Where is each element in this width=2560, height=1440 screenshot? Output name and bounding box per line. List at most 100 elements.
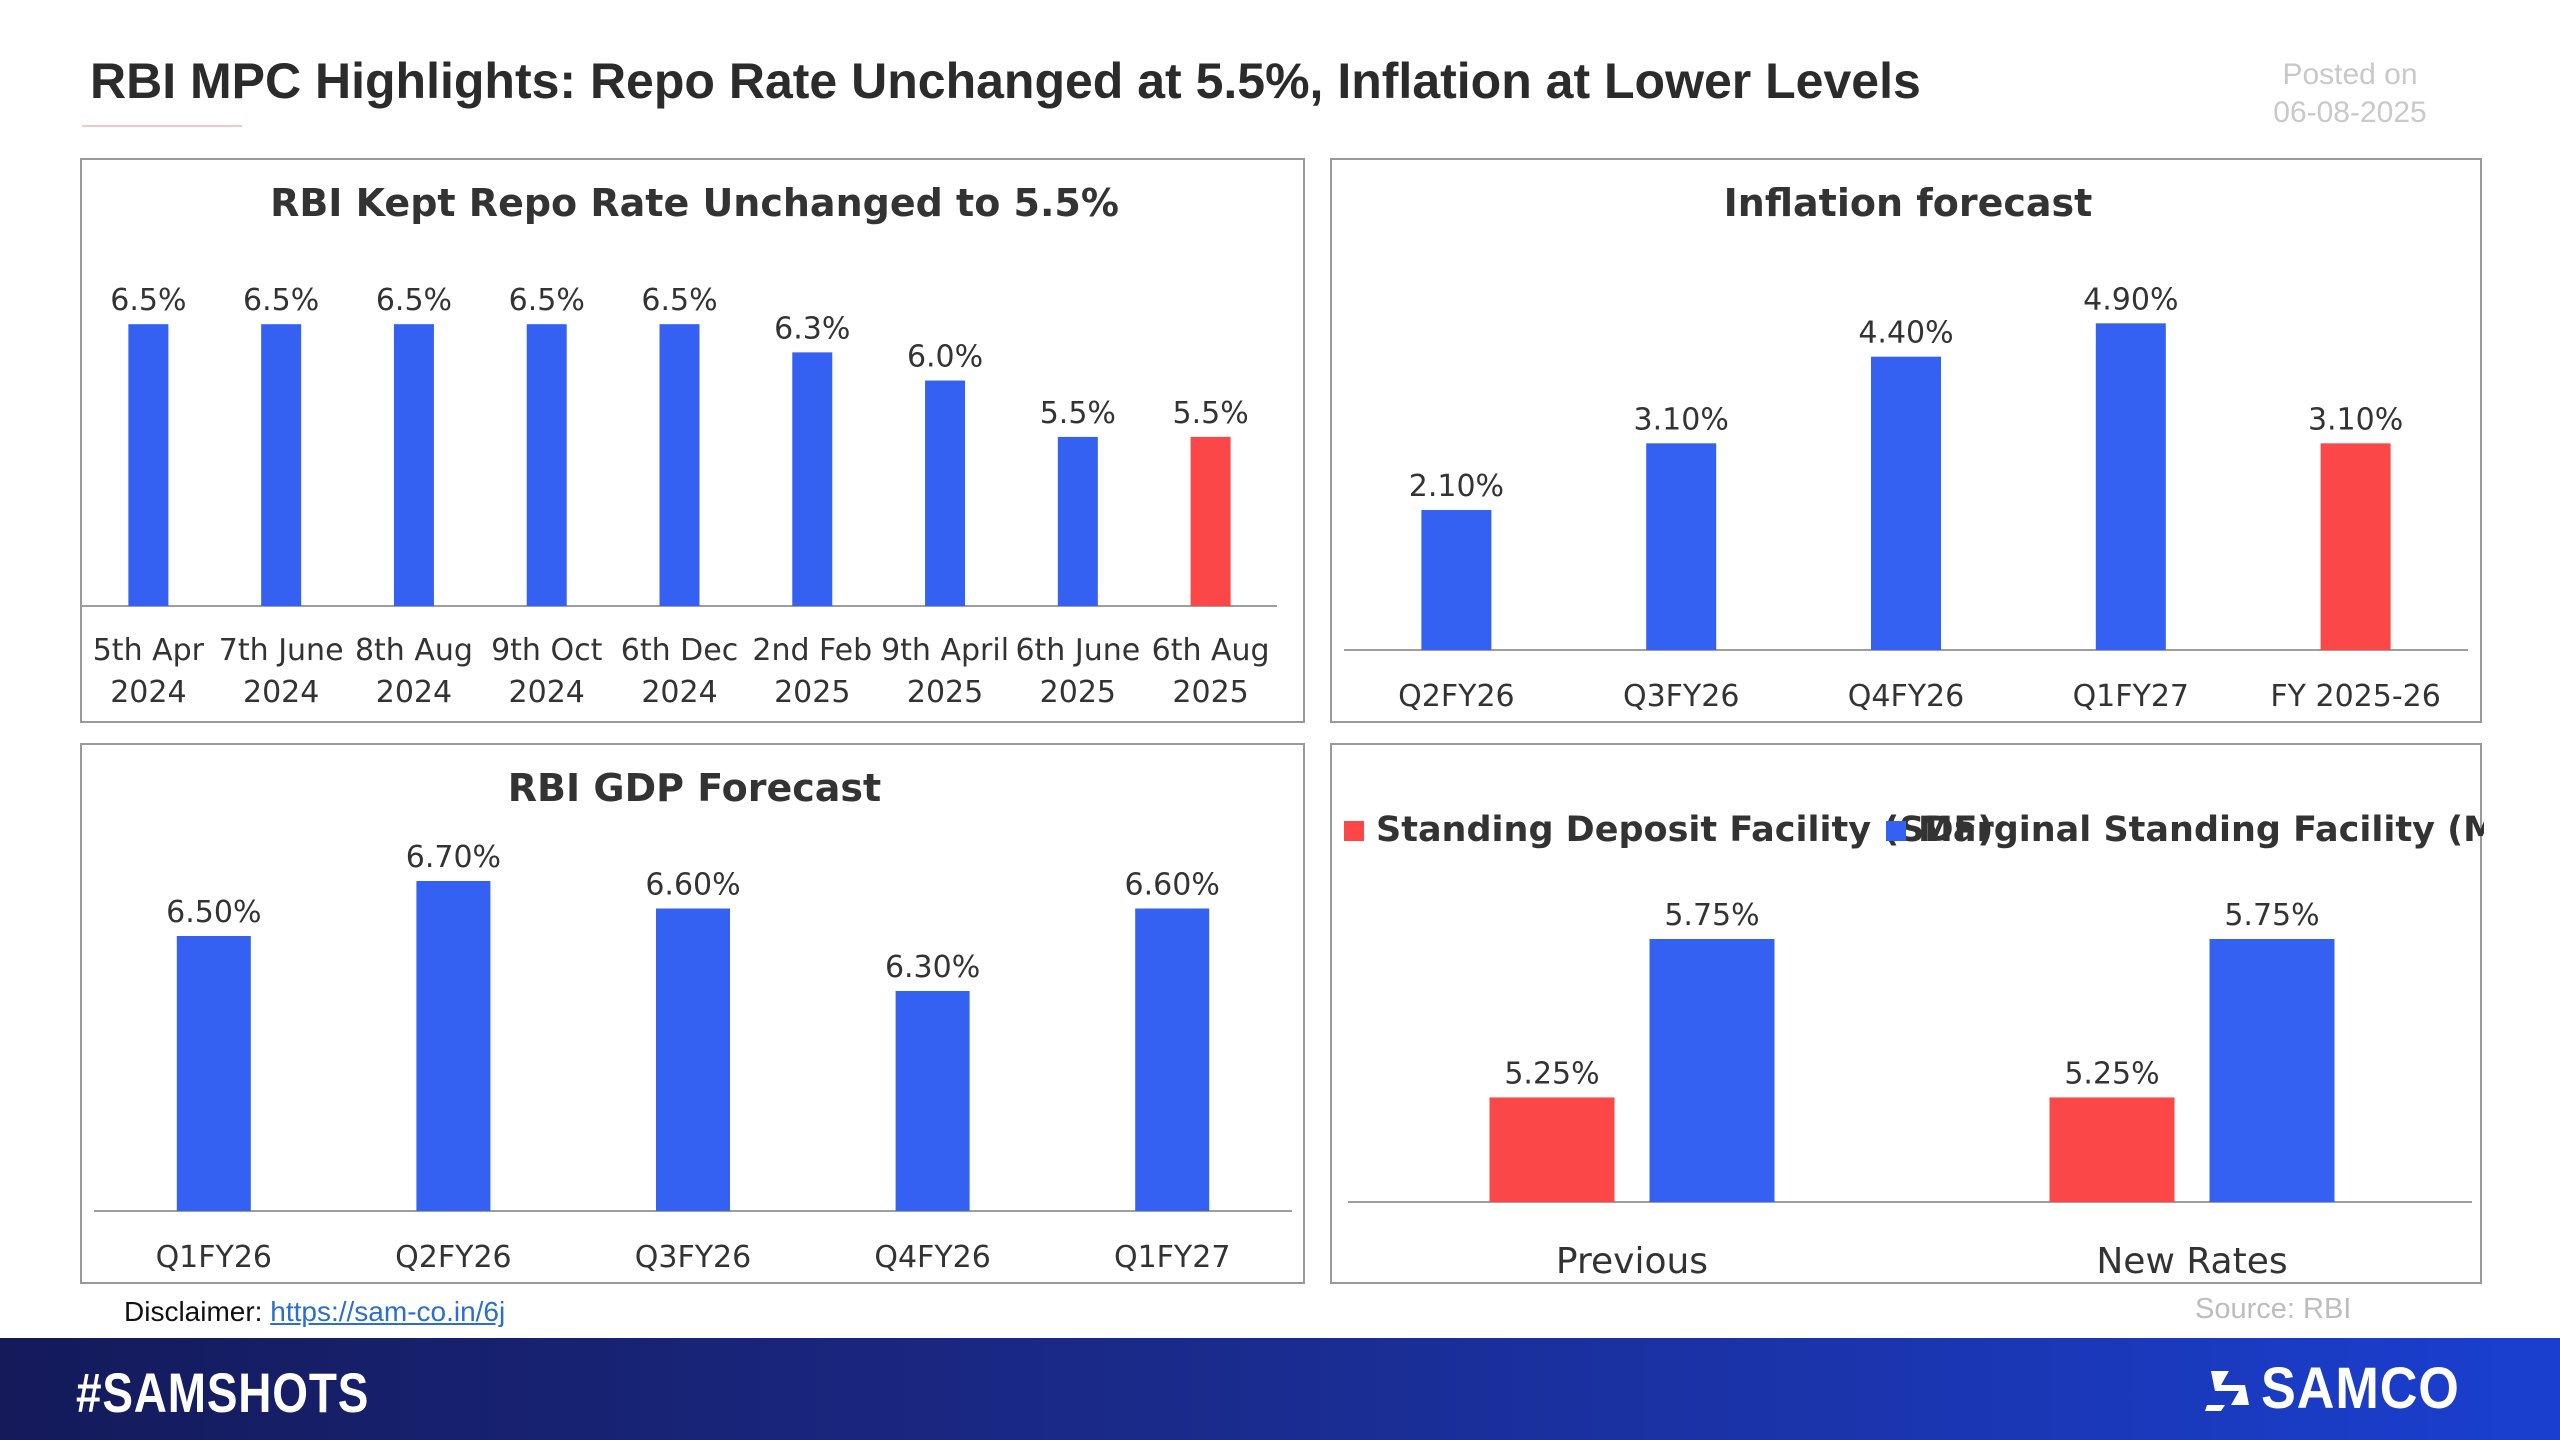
data-label: 6.0% (907, 340, 983, 375)
x-tick-label: Previous (1556, 1241, 1708, 1282)
x-tick-label: 2nd Feb (752, 633, 872, 668)
bar (2049, 1097, 2175, 1202)
data-label: 2.10% (1409, 469, 1504, 504)
data-label: 6.50% (166, 895, 261, 930)
posted-info: Posted on 06-08-2025 (2240, 56, 2460, 132)
chart-title: RBI GDP Forecast (508, 766, 881, 810)
bar (176, 936, 251, 1211)
data-label: 6.5% (641, 283, 717, 318)
x-tick-label: 8th Aug (355, 633, 473, 668)
bar (1649, 939, 1775, 1202)
data-label: 5.5% (1040, 396, 1116, 431)
bar (128, 324, 169, 606)
page-title: RBI MPC Highlights: Repo Rate Unchanged … (90, 53, 1921, 109)
x-tick-label: Q3FY26 (635, 1240, 751, 1275)
data-label: 6.5% (243, 283, 319, 318)
data-label: 5.75% (2224, 898, 2319, 933)
legend-swatch (1344, 821, 1364, 841)
repo-rate-chart-panel: RBI Kept Repo Rate Unchanged to 5.5% 5th … (80, 158, 1305, 723)
disclaimer: Disclaimer: https://sam-co.in/6j (124, 1296, 505, 1328)
data-label: 6.3% (774, 311, 850, 346)
bar (1871, 356, 1941, 650)
bar (2095, 323, 2166, 650)
x-tick-label: 2025 (774, 675, 850, 710)
x-tick-label: Q1FY26 (156, 1240, 272, 1275)
x-tick-label: 2024 (110, 675, 186, 710)
gdp-chart: RBI GDP Forecast Q1FY26 6.50% Q2FY26 6.70% Q3… (94, 766, 1292, 1275)
brand-logo: SAMCO (2205, 1355, 2482, 1421)
samco-mark-icon (2205, 1371, 2250, 1411)
chart-title: Inflation forecast (1724, 181, 2093, 225)
data-label: 5.75% (1664, 898, 1759, 933)
data-label: 4.40% (1858, 316, 1953, 351)
x-tick-label: 2024 (376, 675, 452, 710)
x-tick-label: 2024 (509, 675, 585, 710)
repo-rate-chart: RBI Kept Repo Rate Unchanged to 5.5% 5th … (82, 181, 1277, 710)
bar (1057, 436, 1098, 606)
source-note: Source: RBI (2195, 1293, 2352, 1325)
data-label: 4.90% (2083, 282, 2178, 317)
x-tick-label: 9th April (881, 633, 1009, 668)
hashtag-label: #SAMSHOTS (76, 1361, 370, 1424)
bar (1421, 510, 1492, 650)
brand-name: SAMCO (2261, 1355, 2460, 1421)
disclaimer-link[interactable]: https://sam-co.in/6j (270, 1296, 506, 1327)
x-tick-label: Q3FY26 (1623, 679, 1739, 714)
gdp-chart-panel: RBI GDP Forecast Q1FY26 6.50% Q2FY26 6.70% Q3… (80, 743, 1305, 1284)
bar (656, 908, 730, 1211)
x-tick-label: 6th Aug (1152, 633, 1270, 668)
x-tick-label: FY 2025-26 (2270, 679, 2440, 714)
facility-chart-panel: Previous 5.25% 5.75% New Rates 5.25% 5.75% Sta… (1330, 743, 2484, 1284)
x-tick-label: Q2FY26 (1398, 679, 1514, 714)
x-tick-label: Q4FY26 (874, 1240, 990, 1275)
x-tick-label: 7th June (219, 633, 344, 668)
footer-bar: #SAMSHOTS SAMCO (0, 1338, 2560, 1440)
bar (526, 324, 567, 606)
data-label: 5.5% (1173, 396, 1249, 431)
posted-date: 06-08-2025 (2273, 96, 2427, 129)
posted-label: Posted on (2282, 58, 2418, 91)
bar (659, 324, 700, 606)
x-tick-label: 2025 (1172, 675, 1248, 710)
data-label: 6.5% (509, 283, 585, 318)
x-tick-label: 2025 (907, 675, 983, 710)
bar (261, 324, 302, 606)
disclaimer-label: Disclaimer: (124, 1296, 263, 1327)
data-label: 6.60% (645, 868, 740, 903)
bar (1489, 1097, 1615, 1202)
x-tick-label: 2025 (1040, 675, 1116, 710)
chart-title: RBI Kept Repo Rate Unchanged to 5.5% (270, 181, 1119, 225)
title-underline (82, 125, 242, 127)
inflation-chart: Inflation forecast Q2FY26 2.10% Q3FY26 3.10%… (1344, 181, 2468, 714)
x-tick-label: 6th Dec (621, 633, 738, 668)
data-label: 6.5% (110, 283, 186, 318)
legend-label: Marginal Standing Facility (MSF) (1918, 810, 2484, 850)
x-tick-label: 2024 (243, 675, 319, 710)
bar (416, 881, 491, 1211)
data-label: 6.60% (1125, 868, 1220, 903)
bar (1646, 443, 1717, 650)
data-label: 3.10% (2308, 402, 2403, 437)
x-tick-label: Q2FY26 (395, 1240, 511, 1275)
legend-swatch (1886, 821, 1906, 841)
x-tick-label: 5th Apr (93, 633, 205, 668)
bar (2320, 443, 2391, 650)
data-label: 6.70% (406, 840, 501, 875)
x-tick-label: New Rates (2096, 1241, 2287, 1282)
data-label: 5.25% (1504, 1056, 1599, 1091)
bar (393, 324, 434, 606)
data-label: 6.30% (885, 950, 980, 985)
x-tick-label: 6th June (1015, 633, 1140, 668)
x-tick-label: 9th Oct (491, 633, 603, 668)
bar (792, 352, 833, 606)
data-label: 6.5% (376, 283, 452, 318)
inflation-chart-panel: Inflation forecast Q2FY26 2.10% Q3FY26 3.10%… (1330, 158, 2482, 723)
data-label: 3.10% (1634, 402, 1729, 437)
bar (1135, 908, 1210, 1211)
x-tick-label: Q4FY26 (1848, 679, 1964, 714)
x-tick-label: Q1FY27 (2073, 679, 2189, 714)
data-label: 5.25% (2064, 1056, 2159, 1091)
bar (895, 991, 970, 1211)
bar (1190, 436, 1231, 606)
